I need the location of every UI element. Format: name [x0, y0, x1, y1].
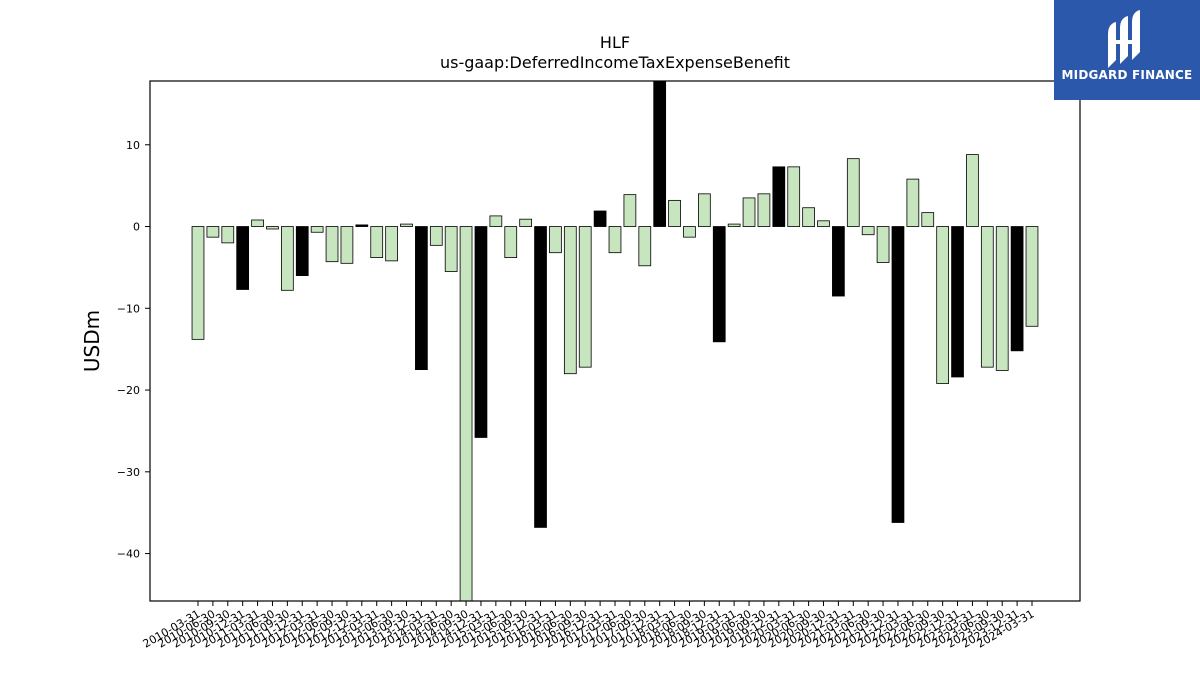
bar-2021-06-30 — [861, 226, 875, 236]
bar-2017-12-31 — [653, 80, 667, 227]
bar-2011-09-30 — [280, 226, 294, 291]
midgard-logo-icon — [1108, 10, 1140, 68]
y-axis-label: USDm — [80, 310, 104, 372]
bar-2012-09-30 — [340, 226, 354, 264]
bar-2016-12-31 — [593, 210, 607, 227]
bars-group — [191, 80, 1039, 602]
bar-2017-09-30 — [638, 226, 652, 267]
bar-2012-12-31 — [355, 224, 369, 227]
bar-2022-03-31 — [906, 178, 920, 227]
bar-2024-03-31 — [1025, 226, 1039, 327]
brand-name: MIDGARD FINANCE — [1061, 68, 1193, 82]
chart-subtitle: us-gaap:DeferredIncomeTaxExpenseBenefit — [440, 53, 790, 72]
bar-2023-12-31 — [1010, 226, 1024, 352]
y-ticks-group: 10 0 −10 −20 −30 −40 — [117, 139, 150, 561]
brand-logo: MIDGARD FINANCE — [1054, 0, 1200, 100]
bar-2010-12-31 — [236, 226, 250, 290]
bar-2019-03-31 — [727, 223, 741, 227]
bar-2013-09-30 — [400, 223, 413, 227]
bar-2022-06-30 — [921, 212, 935, 227]
bar-2010-06-30 — [206, 226, 220, 238]
bar-2017-03-31 — [608, 226, 622, 254]
bar-2014-12-31 — [474, 226, 488, 438]
bar-2013-12-31 — [415, 226, 428, 371]
bar-2010-03-31 — [191, 226, 205, 340]
bar-2019-06-30 — [742, 197, 756, 227]
y-tick-label: −30 — [117, 466, 140, 479]
bar-2018-09-30 — [698, 193, 711, 227]
y-tick-label: −40 — [117, 548, 140, 561]
bar-2018-03-31 — [668, 199, 681, 227]
bar-2020-06-30 — [802, 207, 815, 227]
y-tick-label: 10 — [126, 139, 140, 152]
x-ticks-group: 2010-03-312010-06-302010-09-302010-12-31… — [141, 601, 1037, 651]
bar-2023-06-30 — [980, 226, 994, 368]
bar-2013-06-30 — [385, 226, 398, 262]
bar-2015-03-31 — [489, 215, 503, 227]
bar-2018-12-31 — [712, 226, 726, 343]
y-tick-label: −20 — [117, 384, 140, 397]
bar-2016-09-30 — [578, 226, 592, 368]
bar-2014-09-30 — [459, 226, 473, 602]
bar-2019-09-30 — [757, 193, 771, 227]
bar-2023-03-31 — [966, 154, 979, 227]
bar-2014-06-30 — [444, 226, 458, 272]
bar-2011-12-31 — [295, 226, 309, 276]
bar-2016-03-31 — [549, 226, 562, 254]
bar-2013-03-31 — [370, 226, 384, 258]
bar-2015-09-30 — [519, 218, 533, 227]
y-tick-label: −10 — [117, 302, 140, 315]
bar-2021-09-30 — [876, 226, 890, 263]
bar-2012-03-31 — [310, 226, 324, 233]
bar-2022-09-30 — [936, 226, 950, 384]
bar-2020-09-30 — [817, 220, 830, 227]
bar-2011-03-31 — [251, 219, 264, 227]
bar-2023-09-30 — [995, 226, 1009, 371]
bar-2015-06-30 — [504, 226, 518, 258]
bar-2012-06-30 — [325, 226, 339, 263]
bar-2019-12-31 — [772, 166, 786, 227]
bar-2018-06-30 — [683, 226, 696, 238]
bar-2020-12-31 — [832, 226, 845, 297]
bar-2021-12-31 — [891, 226, 905, 523]
bar-2017-06-30 — [623, 194, 637, 227]
bar-2020-03-31 — [787, 166, 801, 227]
bar-2016-06-30 — [563, 226, 577, 375]
y-tick-label: 0 — [133, 221, 140, 234]
chart-title: HLF — [600, 33, 630, 52]
bar-2011-06-30 — [266, 226, 279, 230]
bar-2010-09-30 — [221, 226, 235, 244]
bar-2022-12-31 — [951, 226, 964, 378]
plot-frame — [149, 80, 1081, 602]
bar-2014-03-31 — [429, 226, 443, 246]
bar-2021-03-31 — [846, 158, 860, 227]
bar-2015-12-31 — [534, 226, 547, 528]
